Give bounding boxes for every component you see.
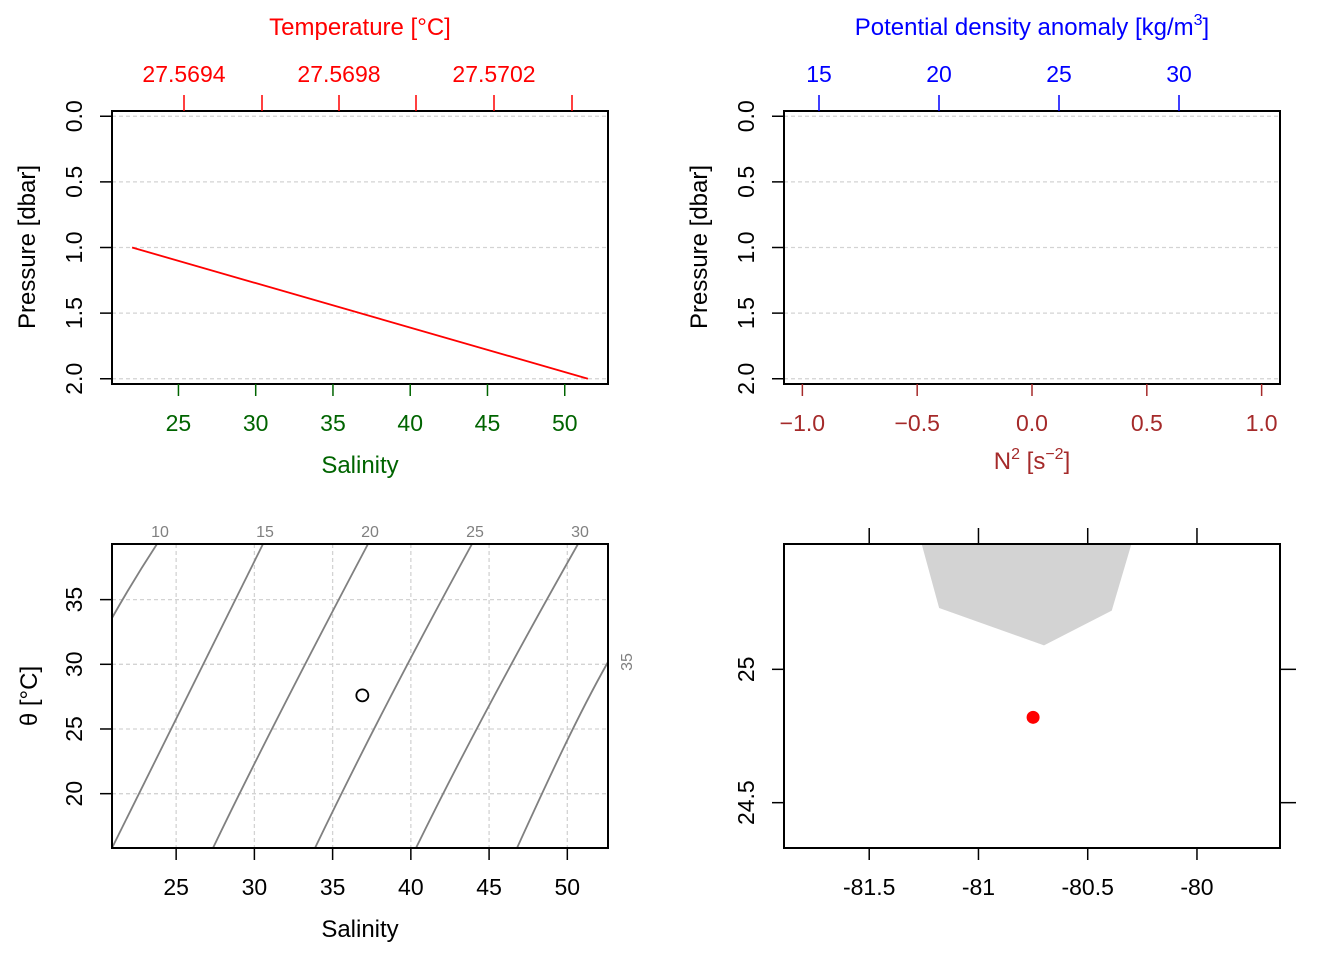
superscript: 3	[1194, 12, 1203, 29]
top-tick-label: 27.5694	[142, 61, 225, 87]
temperature-series-line	[131, 246, 589, 380]
ts-diagram-panel: 25 30 35 40 45 50 20 25 30 35 10 15 20 25 30 35 S…	[16, 524, 636, 943]
x-tick-label: -81	[962, 874, 995, 900]
top-tick-label: 15	[806, 61, 832, 87]
isopycnal-30	[415, 544, 579, 848]
profile-grid	[784, 115, 1280, 380]
bottom-tick-label: 35	[320, 410, 346, 436]
station-point	[1026, 710, 1040, 724]
y-tick-label: 2.0	[61, 363, 87, 395]
isopycnal-10	[112, 544, 158, 619]
map-frame	[783, 543, 1281, 849]
x-tick-label: -80	[1180, 874, 1213, 900]
theta-axis-title: θ [°C]	[16, 666, 43, 726]
bottom-tick-label: 1.0	[1246, 410, 1278, 436]
y-tick-label: 25	[733, 657, 759, 683]
coastline	[921, 544, 1132, 646]
profile-series	[131, 246, 589, 380]
isopycnal-lines	[112, 544, 608, 848]
ts-salinity-axis-title: Salinity	[321, 916, 398, 943]
pressure-axis-title: Pressure [dbar]	[686, 165, 713, 329]
ts-grid	[112, 544, 608, 848]
x-tick-label: 30	[242, 874, 268, 900]
x-tick-label: -80.5	[1061, 874, 1113, 900]
y-tick-label: 0.0	[61, 100, 87, 132]
top-tick-label: 27.5702	[452, 61, 535, 87]
profile-grid	[112, 115, 608, 380]
station-map-panel: -81.5 -81 -80.5 -80 24.5 25	[733, 528, 1296, 900]
temperature-axis-title: Temperature [°C]	[269, 14, 451, 41]
isopycnal-20	[212, 544, 369, 848]
bottom-tick-label: 0.0	[1016, 410, 1048, 436]
y-tick-label: 1.5	[61, 297, 87, 329]
isopycnal-label-15: 15	[256, 524, 274, 541]
isopycnal-15	[112, 544, 264, 848]
y-tick-label: 1.0	[61, 232, 87, 264]
profile-axes: 0.0 0.5 1.0 1.5 2.0 25 30 35 40 45 50 27.5694 27.569…	[61, 61, 578, 436]
y-tick-label: 1.0	[733, 232, 759, 264]
density-axis-title: Potential density anomaly [kg/m3]	[855, 12, 1209, 41]
y-tick-label: 0.0	[733, 100, 759, 132]
bottom-tick-label: 50	[552, 410, 578, 436]
salinity-axis-title: Salinity	[321, 452, 398, 479]
ts-point	[355, 688, 370, 703]
profile-axes: 0.0 0.5 1.0 1.5 2.0 −1.0 −0.5 0.0 0.5 1.0 15 20 25 30	[733, 61, 1278, 436]
plot-frame	[111, 543, 609, 849]
isopycnal-label-30: 30	[571, 524, 589, 541]
n2-axis-title: N2 [s−2]	[994, 446, 1071, 475]
top-tick-label: 30	[1166, 61, 1192, 87]
isopycnal-label-35: 35	[619, 653, 636, 671]
top-tick-label: 27.5698	[297, 61, 380, 87]
y-tick-label: 0.5	[61, 166, 87, 198]
y-tick-label: 35	[61, 587, 87, 613]
y-tick-label: 2.0	[733, 363, 759, 395]
land-polygon	[921, 544, 1132, 646]
y-tick-label: 24.5	[733, 780, 759, 825]
isopycnal-label-20: 20	[361, 524, 379, 541]
superscript: 2	[1011, 446, 1020, 463]
bottom-tick-label: 40	[397, 410, 423, 436]
isopycnal-label-25: 25	[466, 524, 484, 541]
x-tick-label: -81.5	[843, 874, 895, 900]
bottom-tick-label: −0.5	[894, 410, 939, 436]
ts-points	[355, 688, 370, 703]
x-tick-label: 25	[163, 874, 189, 900]
isopycnal-25	[314, 544, 473, 848]
map-axes: -81.5 -81 -80.5 -80 24.5 25	[733, 528, 1296, 900]
y-tick-label: 1.5	[733, 297, 759, 329]
y-tick-label: 25	[61, 716, 87, 742]
x-tick-label: 50	[555, 874, 581, 900]
bottom-tick-label: 30	[243, 410, 269, 436]
x-tick-label: 35	[320, 874, 346, 900]
y-tick-label: 20	[61, 781, 87, 807]
isopycnal-35	[516, 661, 608, 848]
top-tick-label: 25	[1046, 61, 1072, 87]
isopycnal-label-10: 10	[151, 524, 169, 541]
x-tick-label: 40	[398, 874, 424, 900]
bottom-tick-label: 45	[475, 410, 501, 436]
bottom-tick-label: −1.0	[780, 410, 825, 436]
density-n2-profile-panel: 0.00.51.01.52.0−1.0 −0.5 0.0 0.5 1.015 20 25 30…	[686, 12, 1281, 475]
station-points	[1026, 710, 1040, 724]
top-tick-label: 20	[926, 61, 952, 87]
bottom-tick-label: 0.5	[1131, 410, 1163, 436]
temperature-salinity-profile-panel: 0.0 0.5 1.0 1.5 2.0 25 30 35 40 45 50 27.5694 27.569…	[14, 14, 609, 479]
y-tick-label: 30	[61, 652, 87, 678]
y-tick-label: 0.5	[733, 166, 759, 198]
x-tick-label: 45	[476, 874, 502, 900]
pressure-axis-title: Pressure [dbar]	[14, 165, 41, 329]
ts-axes: 25 30 35 40 45 50 20 25 30 35	[61, 587, 580, 900]
bottom-tick-label: 25	[166, 410, 192, 436]
superscript: −2	[1045, 446, 1063, 463]
